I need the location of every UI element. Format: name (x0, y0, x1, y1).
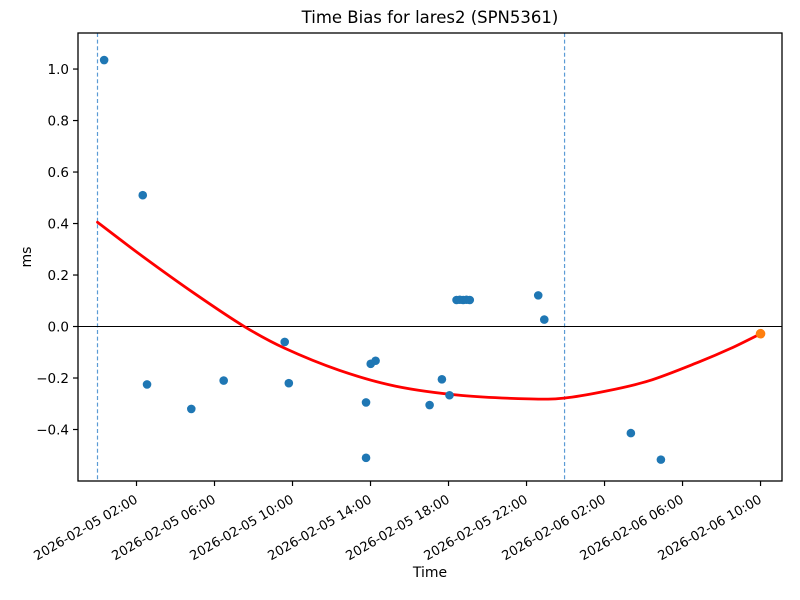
data-point (533, 291, 543, 300)
highlight-point (755, 328, 766, 339)
data-point (138, 190, 148, 200)
data-point (437, 374, 447, 384)
y-tick-label: 0.2 (48, 268, 69, 284)
plot-border (77, 32, 783, 482)
data-point (361, 398, 371, 407)
data-point (371, 356, 380, 366)
y-tick-label: 0.4 (48, 216, 69, 232)
y-axis-label: ms (19, 246, 35, 268)
data-point (361, 453, 371, 463)
data-point (465, 295, 475, 305)
data-point (187, 404, 196, 414)
data-point (99, 55, 109, 65)
data-point (425, 400, 434, 410)
y-tick-label: −0.2 (36, 371, 69, 387)
data-point (656, 455, 666, 464)
chart-title: Time Bias for lares2 (SPN5361) (301, 8, 559, 27)
data-point (539, 315, 549, 324)
data-point (142, 380, 152, 389)
y-tick-label: −0.4 (36, 422, 69, 438)
y-tick-label: 0.8 (48, 113, 69, 129)
data-point (284, 378, 294, 388)
data-point (445, 390, 454, 400)
fit-curve (96, 220, 762, 401)
y-tick-label: 0.6 (48, 165, 69, 181)
data-point (626, 428, 636, 438)
x-axis-label: Time (412, 565, 448, 581)
data-point (280, 337, 290, 347)
data-point (219, 376, 228, 385)
y-tick-label: 0.0 (48, 319, 69, 335)
y-tick-label: 1.0 (48, 62, 69, 78)
